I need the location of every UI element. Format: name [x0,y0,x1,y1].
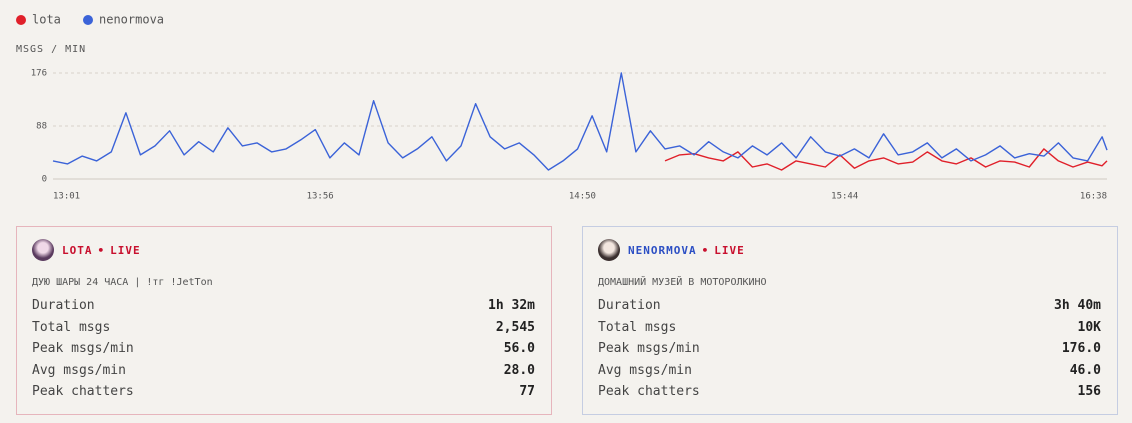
y-tick-label: 88 [36,122,47,132]
series-line [52,72,1108,171]
stat-value: 77 [519,384,535,399]
x-tick-label: 13:01 [53,192,80,202]
stream-card: NENORMOVA • LIVE ДОМАШНИЙ МУЗЕЙ В МОТОРОЛК… [582,226,1118,415]
stat-label: Avg msgs/min [598,362,692,378]
stat-value: 10K [1077,319,1101,335]
series-line [664,148,1108,171]
streamer-name: LOTA [62,243,93,257]
stat-row: Avg msgs/min 28.0 [32,363,535,385]
stat-value: 1h 32m [488,298,535,313]
legend-swatch [16,15,26,25]
x-tick-label: 14:50 [569,192,596,202]
description: ДУЮ ШАРЫ 24 ЧАСА | !тг !JetTon [32,277,213,288]
stat-row: Peak chatters 77 [32,384,535,406]
stat-label: Duration [598,298,661,313]
card-head: LOTA • LIVE [32,235,543,265]
avatar [32,239,54,261]
stat-label: Peak chatters [598,384,700,399]
chart: lota nenormova MSGS / MIN 0 88 176 13:01 13:… [16,13,1108,202]
stats: Duration 3h 40m Total msgs 10K Peak msgs/min… [591,298,1109,406]
stat-row: Peak chatters 156 [598,384,1101,406]
legend-label: lota [32,13,61,27]
stats: Duration 1h 32m Total msgs 2,545 Peak msgs/m… [25,298,543,406]
stat-value: 176.0 [1061,341,1101,356]
stat-label: Total msgs [32,319,111,335]
y-tick-label: 0 [42,175,47,185]
stat-value: 2,545 [495,319,535,335]
stat-value: 156 [1077,384,1101,399]
stat-row: Duration 3h 40m [598,298,1101,320]
legend-label: nenormova [99,13,164,27]
x-tick-label: 15:44 [831,192,858,202]
y-axis-label: MSGS / MIN [16,44,86,55]
stat-row: Avg msgs/min 46.0 [598,363,1101,385]
stat-row: Total msgs 2,545 [32,320,535,342]
status: LIVE [714,243,745,257]
stat-value: 46.0 [1069,362,1101,378]
stat-row: Peak msgs/min 56.0 [32,341,535,363]
stat-label: Avg msgs/min [32,362,126,378]
stat-label: Peak msgs/min [598,341,700,356]
stat-label: Duration [32,298,95,313]
x-tick-label: 13:56 [307,192,334,202]
stream-card: LOTA • LIVE ДУЮ ШАРЫ 24 ЧАСА | !тг !JetTon… [16,226,552,415]
stat-row: Duration 1h 32m [32,298,535,320]
stat-value: 28.0 [503,362,535,378]
status: LIVE [110,243,141,257]
avatar [598,239,620,261]
stat-row: Peak msgs/min 176.0 [598,341,1101,363]
stat-value: 3h 40m [1054,298,1101,313]
y-tick-label: 176 [31,69,47,79]
streamer-name: NENORMOVA [628,243,697,257]
card-head: NENORMOVA • LIVE [598,235,1109,265]
stat-label: Peak msgs/min [32,341,134,356]
stat-value: 56.0 [503,341,535,356]
description: ДОМАШНИЙ МУЗЕЙ В МОТОРОЛКИНО [598,277,767,288]
legend-swatch [83,15,93,25]
stat-label: Total msgs [598,319,677,335]
stat-row: Total msgs 10K [598,320,1101,342]
x-tick-label: 16:38 [1080,192,1107,202]
stat-label: Peak chatters [32,384,134,399]
